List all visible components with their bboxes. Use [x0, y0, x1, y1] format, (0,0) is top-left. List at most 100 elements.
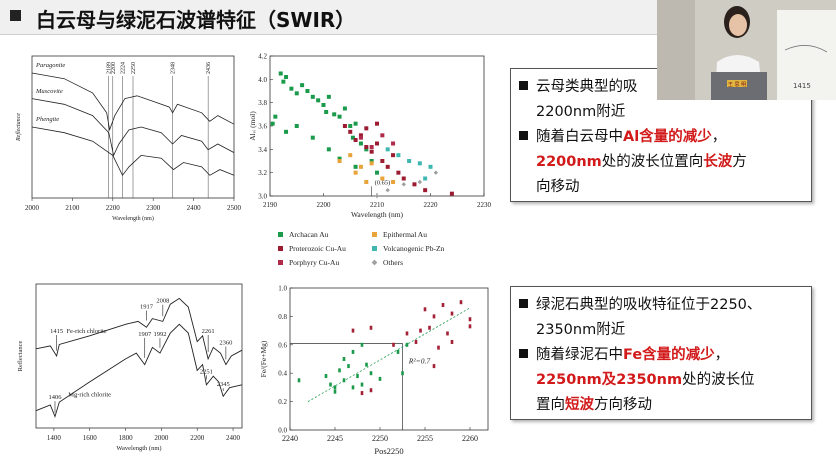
x-axis-label: Wavelength (nm) [351, 210, 404, 219]
data-point [380, 159, 385, 163]
slide-title: 白云母与绿泥石波谱特征（SWIR） [36, 8, 356, 32]
data-point [358, 164, 363, 169]
data-point-green [338, 368, 341, 373]
data-point [364, 145, 369, 149]
al-scatter-chart: 2190 2200 2210 2220 2230 3.0 3.2 3.4 3.6 3.8 4.0 4.… [248, 46, 496, 274]
data-point [380, 176, 385, 181]
plot-frame [269, 55, 485, 197]
data-point-green [360, 342, 364, 347]
data-point [385, 164, 390, 169]
data-point [401, 176, 406, 181]
data-point [385, 147, 390, 152]
data-point [358, 141, 363, 146]
y-tick-label: 3.2 [258, 169, 267, 177]
x-tick-label: 2400 [226, 434, 241, 442]
data-point [270, 121, 275, 126]
x-tick-label: 2240 [282, 434, 298, 443]
spectrum-line [35, 297, 243, 366]
data-point-green [333, 385, 337, 390]
data-point-red [405, 331, 409, 336]
legend-label: Archacan Au [289, 230, 329, 239]
x-tick-label: 1400 [47, 434, 62, 442]
data-point [294, 91, 299, 96]
x-axis-label: Wavelength (nm) [112, 215, 154, 222]
data-point [305, 89, 310, 93]
data-point [300, 83, 305, 88]
data-point-red [351, 328, 355, 333]
annotation-label: 1907 [138, 331, 152, 338]
data-point [294, 124, 299, 128]
box1-line3: 随着白云母中Al含量的减少， [519, 125, 726, 146]
data-point [364, 126, 369, 131]
annotation-label: 1917 [140, 303, 154, 310]
box2-line1: 绿泥石典型的吸收特征位于2250、 [519, 293, 761, 314]
data-point [375, 121, 379, 126]
data-point-green [329, 382, 332, 387]
al-scatter-svg: 2190 2200 2210 2220 2230 3.0 3.2 3.4 3.6 3.8 4.0 4.… [248, 53, 492, 220]
data-point [284, 75, 289, 79]
data-point [412, 182, 417, 187]
data-point [353, 121, 358, 126]
x-tick-label: 1800 [119, 434, 134, 442]
x-axis-label: Wavelength (nm) [116, 445, 161, 452]
y-tick-label: 1.0 [278, 285, 287, 293]
spectrum-line [31, 98, 235, 157]
data-point [348, 124, 353, 128]
wavelength-marker-label: 2250 [131, 62, 137, 74]
data-point [369, 161, 374, 166]
data-point [391, 180, 396, 184]
wavelength-marker-label: 2436 [206, 62, 212, 74]
presenter-video[interactable]: 1415 王 思 明 [657, 0, 836, 100]
legend-swatch [278, 246, 283, 251]
y-tick-label: 0.0 [278, 427, 287, 435]
data-point [284, 129, 289, 134]
chlorite-spectra-svg: 1400 1600 1800 2000 2200 2400 Wavelength (nm) R… [17, 283, 243, 452]
data-point [428, 164, 433, 169]
data-point [310, 135, 315, 140]
data-point-red [360, 391, 364, 396]
data-point-red [459, 300, 463, 305]
y-tick-label: 3.0 [258, 193, 267, 201]
data-point-red [414, 339, 418, 344]
legend-label: Others [383, 258, 403, 267]
y-tick-label: 0.4 [278, 370, 287, 378]
legend-item: Epithermal Au [372, 230, 427, 239]
data-point-green [347, 364, 350, 369]
data-point-red [419, 328, 422, 333]
data-point [278, 71, 283, 76]
data-point [449, 191, 454, 196]
x-tick-label: 2200 [317, 201, 332, 209]
data-point-red [432, 314, 436, 319]
y-tick-label: 4.2 [258, 53, 267, 61]
data-point [375, 170, 379, 175]
trend-line [307, 307, 471, 402]
data-point [423, 188, 428, 193]
data-point [433, 170, 439, 175]
box1-line1: 云母类典型的吸 [519, 75, 638, 96]
x-axis-label: Pos2250 [374, 446, 403, 456]
data-point [316, 98, 321, 103]
data-point-green [324, 374, 328, 379]
data-point [326, 147, 331, 152]
data-point-green [396, 349, 400, 354]
data-point-green [297, 378, 301, 383]
data-point [337, 156, 342, 161]
data-point [391, 141, 396, 146]
x-tick-label: 1600 [83, 434, 98, 442]
data-point-green [342, 378, 346, 383]
data-point [396, 170, 401, 175]
podium-badge-text: 王 思 明 [728, 82, 746, 88]
data-point-green [351, 385, 355, 390]
data-point [321, 103, 326, 107]
data-point-green [401, 371, 404, 376]
annotation-label: (0.65) [375, 179, 391, 186]
x-tick-label: 2245 [327, 434, 343, 443]
box1-line4: 2200nm处的波长位置向长波方 [536, 154, 747, 170]
data-point-green [342, 357, 346, 361]
series-label: Paragonite [35, 62, 65, 69]
x-tick-label: 2250 [372, 434, 388, 443]
legend-item: Volcanogenic Pb-Zn [372, 244, 444, 253]
spectrum-line [35, 323, 243, 418]
data-point [281, 79, 286, 84]
chlorite-text-box: 绿泥石典型的吸收特征位于2250、 2350nm附近 随着绿泥石中Fe含量的减少… [510, 286, 812, 420]
